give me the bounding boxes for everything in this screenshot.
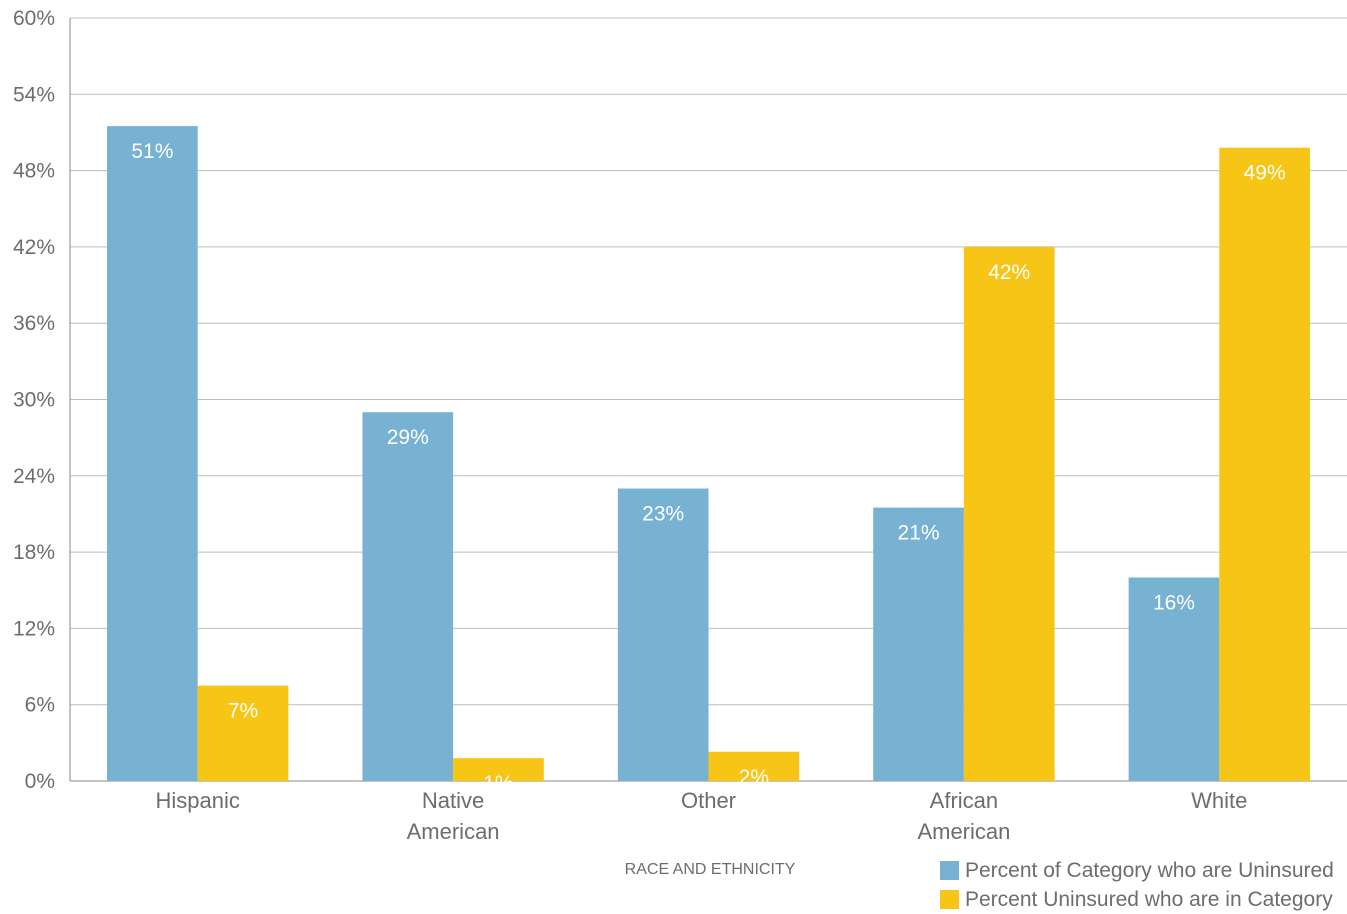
bar [362, 412, 454, 781]
y-tick-label: 0% [25, 770, 55, 793]
y-tick-label: 36% [13, 312, 55, 335]
x-category-label: Native [422, 788, 484, 813]
y-tick-label: 12% [13, 617, 55, 640]
bar [1128, 577, 1220, 781]
data-label: 42% [988, 261, 1030, 284]
bar [197, 685, 289, 781]
x-axis-title: RACE AND ETHNICITY [625, 861, 796, 878]
y-tick-label: 30% [13, 389, 55, 412]
bar [617, 488, 709, 781]
bar [1219, 147, 1310, 781]
bar [873, 507, 964, 781]
x-category-label: American [407, 819, 500, 844]
bar [963, 246, 1055, 781]
bar [708, 751, 800, 781]
y-tick-label: 54% [13, 83, 55, 106]
y-tick-label: 6% [25, 694, 55, 717]
data-label: 16% [1153, 592, 1195, 615]
data-label: 29% [387, 426, 429, 449]
data-label: 51% [131, 140, 173, 163]
bar [107, 126, 198, 781]
y-tick-label: 60% [13, 7, 55, 30]
data-label: 2% [739, 766, 769, 789]
x-category-label: Hispanic [156, 788, 240, 813]
legend: Percent of Category who are Uninsured Pe… [940, 856, 1334, 914]
x-axis-categories: Hispanic Native American Other African Americ… [156, 788, 1248, 844]
data-label: 7% [228, 700, 258, 723]
bar [453, 758, 544, 781]
legend-swatch [940, 890, 959, 909]
y-tick-label: 18% [13, 541, 55, 564]
y-tick-label: 24% [13, 465, 55, 488]
data-label: 1% [483, 772, 513, 795]
bars: 51% 7% 29% 1% 23% 2% 21% 42% 16% 49% [107, 126, 1310, 795]
x-category-label: African [930, 788, 998, 813]
data-label: 23% [642, 503, 684, 526]
y-tick-label: 48% [13, 160, 55, 183]
legend-item-category-share-of-uninsured: Percent Uninsured who are in Category [940, 885, 1334, 914]
legend-label: Percent Uninsured who are in Category [965, 887, 1333, 911]
y-axis-ticks: 0% 6% 12% 18% 24% 30% 36% 42% 48% 54% 60% [13, 7, 55, 793]
y-tick-label: 42% [13, 236, 55, 259]
data-label: 21% [898, 522, 940, 545]
legend-item-uninsured-in-category: Percent of Category who are Uninsured [940, 856, 1334, 885]
x-category-label: Other [681, 788, 736, 813]
x-category-label: American [917, 819, 1010, 844]
legend-swatch [940, 861, 959, 880]
legend-label: Percent of Category who are Uninsured [965, 858, 1334, 882]
data-label: 49% [1244, 162, 1286, 185]
x-category-label: White [1191, 788, 1247, 813]
